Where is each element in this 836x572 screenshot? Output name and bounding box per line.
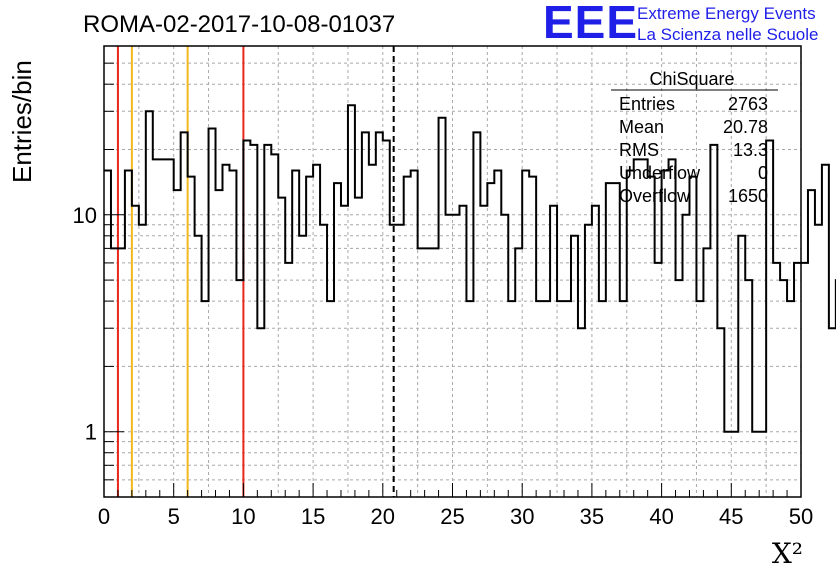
axis-ticks bbox=[103, 62, 802, 497]
stats-title: ChiSquare bbox=[649, 69, 734, 89]
grid bbox=[104, 46, 801, 497]
y-tick-label: 10 bbox=[73, 203, 97, 228]
stats-value: 20.78 bbox=[723, 117, 768, 137]
x-tick-label: 0 bbox=[98, 504, 110, 529]
x-tick-label: 30 bbox=[510, 504, 534, 529]
stats-label: Entries bbox=[619, 94, 675, 114]
x-tick-label: 10 bbox=[231, 504, 255, 529]
stats-label: RMS bbox=[619, 140, 659, 160]
stats-value: 1650 bbox=[728, 186, 768, 206]
x-axis-title: X² bbox=[772, 537, 803, 570]
x-tick-label: 5 bbox=[168, 504, 180, 529]
logo-line-2: La Scienza nelle Scuole bbox=[637, 25, 818, 44]
y-axis-title: Entries/bin bbox=[7, 60, 37, 183]
x-tick-label: 50 bbox=[789, 504, 813, 529]
stats-label: Overflow bbox=[619, 186, 691, 206]
stats-value: 13.3 bbox=[733, 140, 768, 160]
histogram-series bbox=[104, 104, 836, 433]
x-tick-label: 40 bbox=[649, 504, 673, 529]
reference-lines bbox=[116, 46, 395, 497]
stats-value: 0 bbox=[758, 163, 768, 183]
stats-label: Underflow bbox=[619, 163, 701, 183]
x-tick-label: 15 bbox=[301, 504, 325, 529]
logo-mark: EEE bbox=[543, 0, 638, 48]
x-tick-label: 20 bbox=[371, 504, 395, 529]
stats-value: 2763 bbox=[728, 94, 768, 114]
logo-line-1: Extreme Energy Events bbox=[637, 4, 816, 23]
x-tick-label: 35 bbox=[580, 504, 604, 529]
stats-label: Mean bbox=[619, 117, 664, 137]
x-tick-label: 25 bbox=[440, 504, 464, 529]
y-tick-label: 1 bbox=[85, 420, 97, 445]
chart-title: ROMA-02-2017-10-08-01037 bbox=[83, 11, 395, 38]
eee-logo: EEE Extreme Energy Events La Scienza nel… bbox=[543, 0, 818, 48]
tick-labels: 0 5 10 15 20 25 30 35 40 45 50 1 10 bbox=[73, 203, 814, 529]
x-tick-label: 45 bbox=[719, 504, 743, 529]
stats-box: ChiSquare Entries 2763 Mean 20.78 RMS 13.3 Und… bbox=[611, 69, 778, 206]
